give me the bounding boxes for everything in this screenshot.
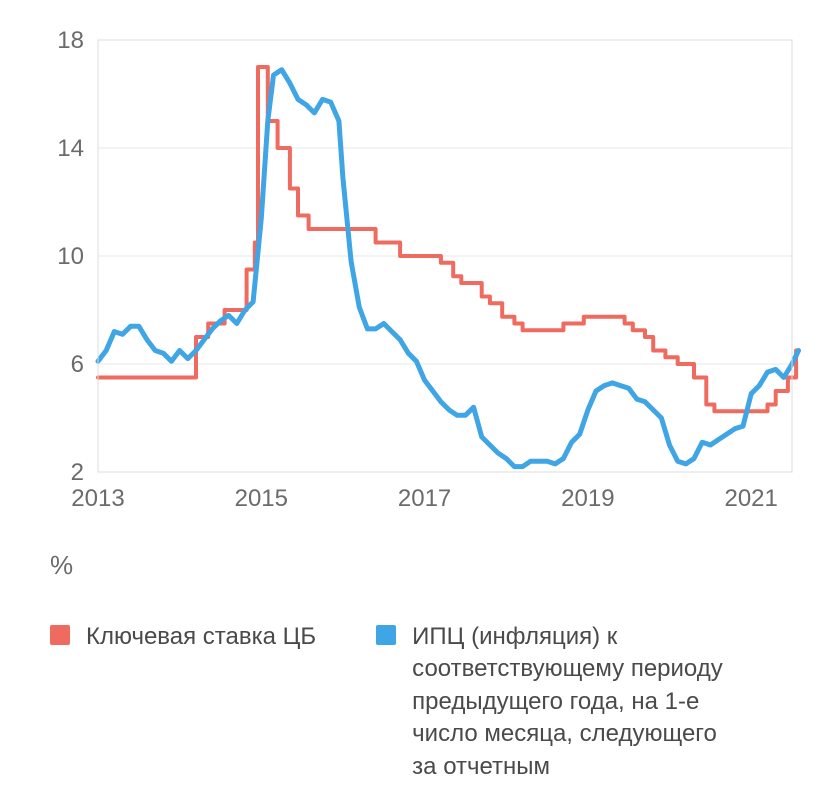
svg-text:6: 6 (71, 351, 84, 378)
svg-text:2017: 2017 (398, 485, 451, 512)
legend-item-key-rate: Ключевая ставка ЦБ (50, 621, 316, 653)
legend-swatch-key-rate (50, 625, 70, 645)
legend: Ключевая ставка ЦБ ИПЦ (инфляция) к соот… (50, 621, 809, 783)
chart-plot: 2 6 10 14 18 2013 2015 2017 2019 2021 (30, 20, 810, 520)
chart-svg: 2 6 10 14 18 2013 2015 2017 2019 2021 (30, 20, 810, 520)
svg-text:10: 10 (57, 243, 84, 270)
svg-text:2021: 2021 (724, 485, 777, 512)
unit-label: % (50, 550, 809, 581)
svg-text:2019: 2019 (561, 485, 614, 512)
svg-text:14: 14 (57, 135, 84, 162)
legend-label-key-rate: Ключевая ставка ЦБ (86, 621, 316, 653)
chart-container: 2 6 10 14 18 2013 2015 2017 2019 2021 % Ключевая … (0, 0, 839, 805)
legend-swatch-cpi (376, 625, 396, 645)
svg-text:2013: 2013 (71, 485, 124, 512)
legend-label-cpi: ИПЦ (инфляция) к соответствующему период… (412, 621, 736, 783)
legend-item-cpi: ИПЦ (инфляция) к соответствующему период… (376, 621, 736, 783)
svg-text:2015: 2015 (235, 485, 288, 512)
svg-text:18: 18 (57, 27, 84, 54)
svg-text:2: 2 (71, 459, 84, 486)
